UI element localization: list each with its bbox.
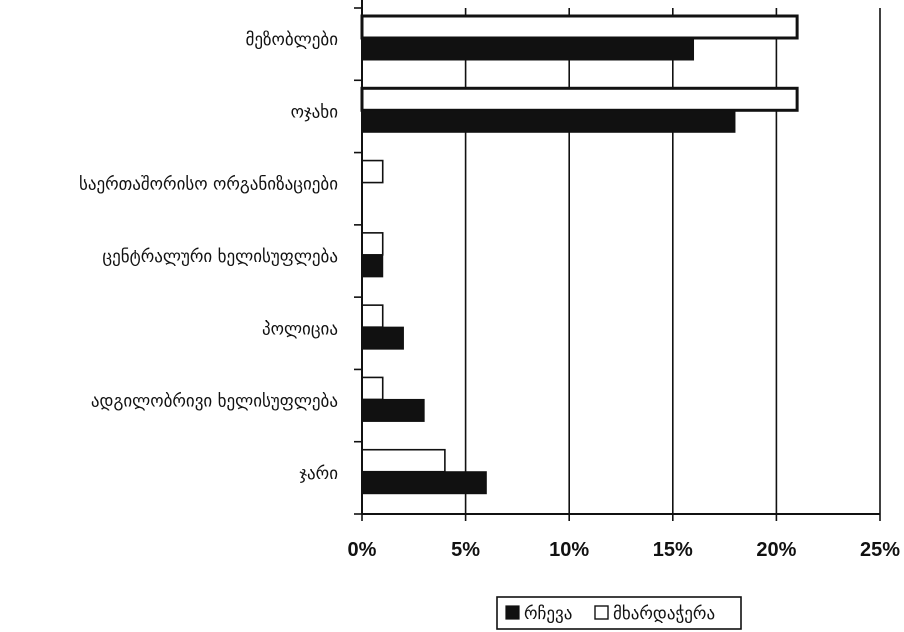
bar-support [360,14,799,40]
bar-support [361,448,446,473]
legend-swatch-support [594,605,609,620]
axes [354,0,881,521]
x-tick-label: 5% [451,539,480,561]
legend-label-advice: რჩევა [524,604,572,624]
x-tick-label: 25% [860,539,900,561]
gridlines [464,8,881,514]
legend-swatch-advice [505,605,520,620]
x-tick-label: 0% [348,539,377,561]
bar-advice [361,254,384,278]
category-label: ოჯახი [291,102,338,122]
category-label: მეზობლები [245,30,338,50]
x-tick-label: 20% [756,539,796,561]
bar-advice [361,471,487,495]
bar-advice [361,326,404,350]
bar-support [361,304,384,328]
category-label: ჯარი [299,464,338,484]
category-label: პოლიცია [262,319,338,339]
legend-box [496,596,742,630]
bar-support [361,159,384,184]
bar-advice [361,109,736,133]
bar-advice [361,398,425,422]
bar-advice [361,37,695,61]
category-label: საერთაშორისო ორგანიზაციები [79,175,338,195]
x-tick-label: 10% [549,539,589,561]
bar-support [360,86,799,112]
bars [360,14,799,495]
bar-support [361,376,384,401]
category-labels: მეზობლები ოჯახი საერთაშორისო ორგანიზაციები… [79,30,338,484]
x-tick-label: 15% [653,539,693,561]
category-label: ადგილობრივი ხელისუფლება [91,392,338,412]
legend: რჩევა მხარდაჭერა [496,596,742,630]
x-tick-labels: 0% 5% 10% 15% 20% 25% [348,539,901,561]
category-label: ცენტრალური ხელისუფლება [102,247,338,267]
bar-support [361,232,384,256]
legend-label-support: მხარდაჭერა [613,604,715,624]
